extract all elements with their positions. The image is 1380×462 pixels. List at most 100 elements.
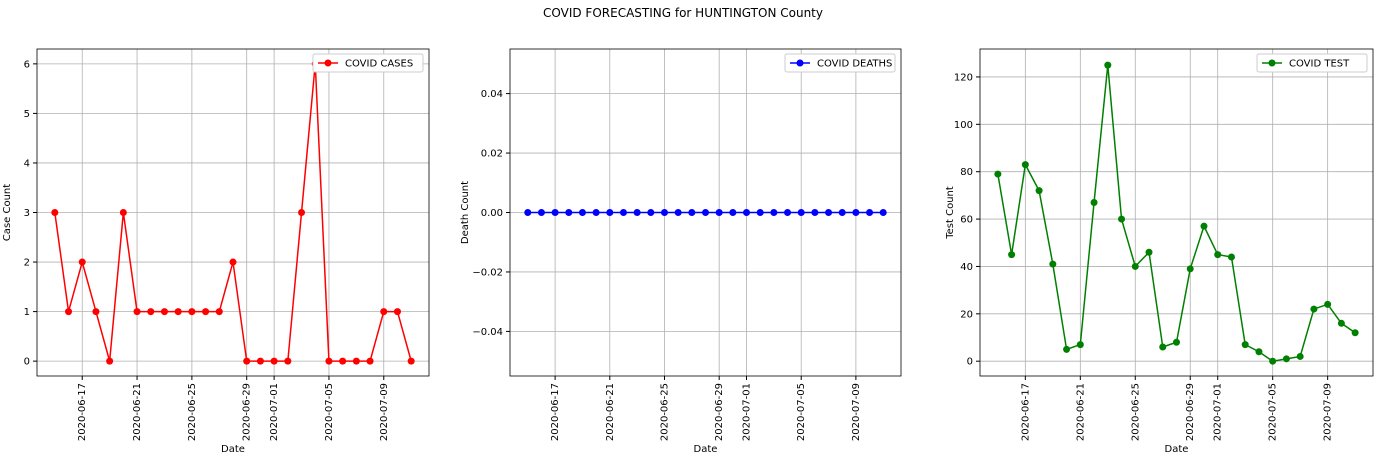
marker (65, 308, 73, 316)
marker (339, 357, 347, 365)
marker (551, 209, 559, 216)
marker (202, 308, 210, 316)
marker (674, 209, 682, 216)
marker (565, 209, 573, 216)
marker (1173, 338, 1180, 346)
marker (852, 209, 860, 216)
marker (215, 308, 223, 316)
y-tick-label: 60 (960, 215, 973, 226)
y-tick-label: 120 (954, 72, 973, 83)
marker (1186, 265, 1194, 273)
y-tick-label: 2 (24, 258, 30, 269)
axes-frame (36, 48, 430, 377)
marker (1063, 345, 1071, 353)
marker (1049, 260, 1057, 268)
marker (879, 209, 887, 216)
marker (1118, 215, 1126, 223)
y-axis-label: Case Count (2, 184, 13, 241)
marker (1008, 251, 1016, 259)
y-tick-label: 4 (24, 158, 30, 169)
marker (743, 209, 751, 216)
x-tick-label: 2020-07-01 (1213, 383, 1224, 441)
x-tick-label: 2020-06-29 (1185, 383, 1196, 441)
y-tick-label: 40 (960, 262, 973, 273)
marker (256, 357, 264, 365)
marker (380, 308, 388, 316)
x-tick-label: 2020-07-09 (379, 383, 390, 441)
x-tick-label: 2020-07-05 (1268, 383, 1279, 441)
marker (838, 209, 846, 216)
marker (1324, 300, 1332, 308)
y-tick-label: −0.02 (472, 267, 503, 278)
x-tick-label: 2020-06-29 (242, 383, 253, 441)
marker (866, 209, 874, 216)
legend-label: COVID DEATHS (817, 59, 892, 70)
x-tick-label: 2020-07-01 (742, 383, 753, 441)
marker (811, 209, 819, 216)
marker (592, 209, 600, 216)
marker (1337, 319, 1345, 327)
marker (243, 357, 251, 365)
marker (633, 209, 641, 216)
y-axis-label: Test Count (945, 186, 956, 240)
marker (160, 308, 168, 316)
y-tick-label: 1 (24, 307, 30, 318)
marker (393, 308, 401, 316)
marker (229, 258, 237, 266)
x-axis-label: Date (694, 444, 718, 455)
x-tick-label: 2020-07-09 (1323, 383, 1334, 441)
legend-label: COVID CASES (345, 59, 413, 70)
marker (1269, 357, 1277, 365)
x-tick-label: 2020-06-29 (714, 383, 725, 441)
marker (1200, 222, 1208, 230)
marker (784, 209, 792, 216)
x-tick-label: 2020-07-09 (851, 383, 862, 441)
x-tick-label: 2020-07-05 (796, 383, 807, 441)
x-tick-label: 2020-06-25 (659, 383, 670, 441)
marker (1131, 262, 1139, 270)
marker (797, 209, 805, 216)
x-tick-label: 2020-07-01 (269, 383, 280, 441)
legend-box (784, 53, 896, 73)
marker (1227, 253, 1235, 261)
x-tick-label: 2020-06-25 (1130, 383, 1141, 441)
marker (756, 209, 764, 216)
y-tick-label: 0.04 (481, 89, 503, 100)
marker (1241, 341, 1249, 349)
y-tick-label: 0 (24, 357, 30, 368)
marker (688, 209, 696, 216)
marker (729, 209, 737, 216)
marker (298, 209, 306, 216)
figure-title: COVID FORECASTING for HUNTINGTON County (543, 6, 823, 20)
marker (92, 308, 100, 316)
legend-marker (324, 59, 332, 67)
legend-marker (796, 59, 804, 67)
x-tick-label: 2020-06-25 (187, 383, 198, 441)
marker (133, 308, 141, 316)
marker (702, 209, 709, 216)
plot-area (980, 49, 1373, 376)
axes-frame (509, 48, 902, 377)
legend-box (1256, 53, 1368, 73)
marker (1282, 355, 1290, 363)
y-tick-label: 6 (24, 59, 30, 70)
x-tick-label: 2020-06-17 (1020, 383, 1031, 441)
marker (1090, 198, 1098, 206)
y-tick-label: −0.04 (472, 327, 503, 338)
y-tick-label: 20 (960, 309, 973, 320)
marker (407, 357, 415, 365)
x-axis-label: Date (221, 444, 245, 455)
marker (660, 209, 668, 216)
marker (1310, 305, 1318, 313)
marker (715, 209, 723, 216)
marker (188, 308, 196, 316)
y-tick-label: 3 (24, 208, 30, 219)
marker (78, 258, 86, 266)
marker (994, 170, 1002, 178)
legend-box (312, 53, 424, 73)
legend-label: COVID TEST (1289, 59, 1350, 70)
axes-frame (979, 48, 1374, 377)
marker (174, 308, 182, 316)
y-tick-label: 0 (967, 357, 973, 368)
marker (578, 209, 586, 216)
